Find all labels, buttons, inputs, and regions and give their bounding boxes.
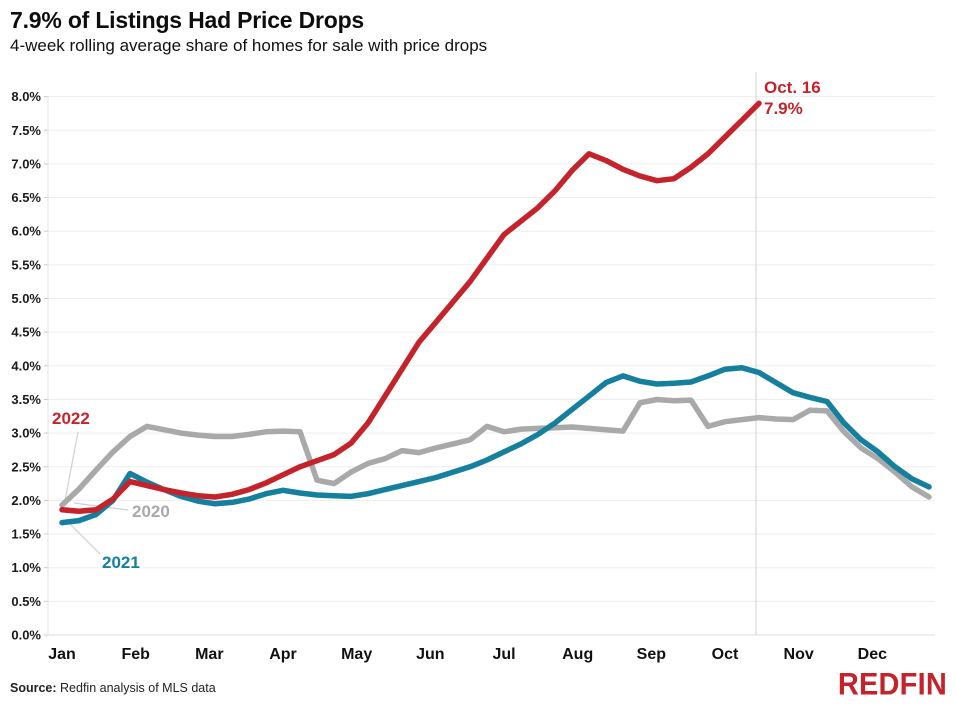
y-axis-label: 3.0%	[11, 426, 41, 441]
source-text: Redfin analysis of MLS data	[60, 681, 216, 695]
y-axis-label: 4.0%	[11, 358, 41, 373]
y-axis-label: 2.0%	[11, 493, 41, 508]
y-axis-label: 3.5%	[11, 392, 41, 407]
leader-line-2022	[63, 431, 79, 507]
x-axis-label: Jan	[48, 646, 76, 663]
series-line-2021	[59, 365, 932, 526]
series-line-2020	[59, 396, 932, 508]
series-line-2022	[59, 100, 762, 514]
y-axis-label: 1.5%	[11, 527, 41, 542]
x-axis-label: Dec	[858, 646, 887, 663]
x-axis-label: Nov	[784, 646, 814, 663]
chart-area: 0.0% 0.5% 1.0% 1.5% 2.0% 2.5% 3.0% 3.5% 4.0% 4.5%…	[0, 62, 955, 672]
x-axis-label: Oct	[712, 646, 739, 663]
source-label: Source:	[10, 681, 57, 695]
x-axis-label: Apr	[269, 646, 297, 663]
series-label-2022: 2022	[52, 409, 90, 428]
y-axis-label: 8.0%	[11, 89, 41, 104]
chart-subtitle: 4-week rolling average share of homes fo…	[10, 36, 488, 55]
x-axis-label: Jun	[416, 646, 444, 663]
y-axis-label: 2.5%	[11, 459, 41, 474]
y-axis-label: 7.0%	[11, 156, 41, 171]
x-axis-label: Sep	[637, 646, 667, 663]
chart-title: 7.9% of Listings Had Price Drops	[10, 7, 365, 33]
series-label-2020: 2020	[132, 502, 170, 521]
leader-line-2021	[66, 520, 101, 555]
y-axis-label: 5.5%	[11, 257, 41, 272]
x-axis-label: Jul	[492, 646, 515, 663]
source-note: Source: Redfin analysis of MLS data	[10, 681, 216, 695]
x-axis-label: Mar	[195, 646, 223, 663]
x-axis-label: Aug	[562, 646, 593, 663]
x-axis-label: Feb	[121, 646, 150, 663]
x-axis-label: May	[341, 646, 372, 663]
y-axis-label: 5.0%	[11, 291, 41, 306]
annotation-value: 7.9%	[764, 99, 803, 118]
y-axis-label: 1.0%	[11, 560, 41, 575]
redfin-logo: REDFIN	[837, 667, 947, 703]
y-axis-label: 0.5%	[11, 594, 41, 609]
series-label-2021: 2021	[102, 553, 140, 572]
y-axis-label: 4.5%	[11, 325, 41, 340]
annotation-date: Oct. 16	[764, 78, 821, 97]
y-axis-label: 0.0%	[11, 628, 41, 643]
y-axis-label: 6.0%	[11, 224, 41, 239]
y-axis-label: 7.5%	[11, 123, 41, 138]
y-axis-label: 6.5%	[11, 190, 41, 205]
chart-svg: 0.0% 0.5% 1.0% 1.5% 2.0% 2.5% 3.0% 3.5% 4.0% 4.5%…	[11, 72, 935, 663]
